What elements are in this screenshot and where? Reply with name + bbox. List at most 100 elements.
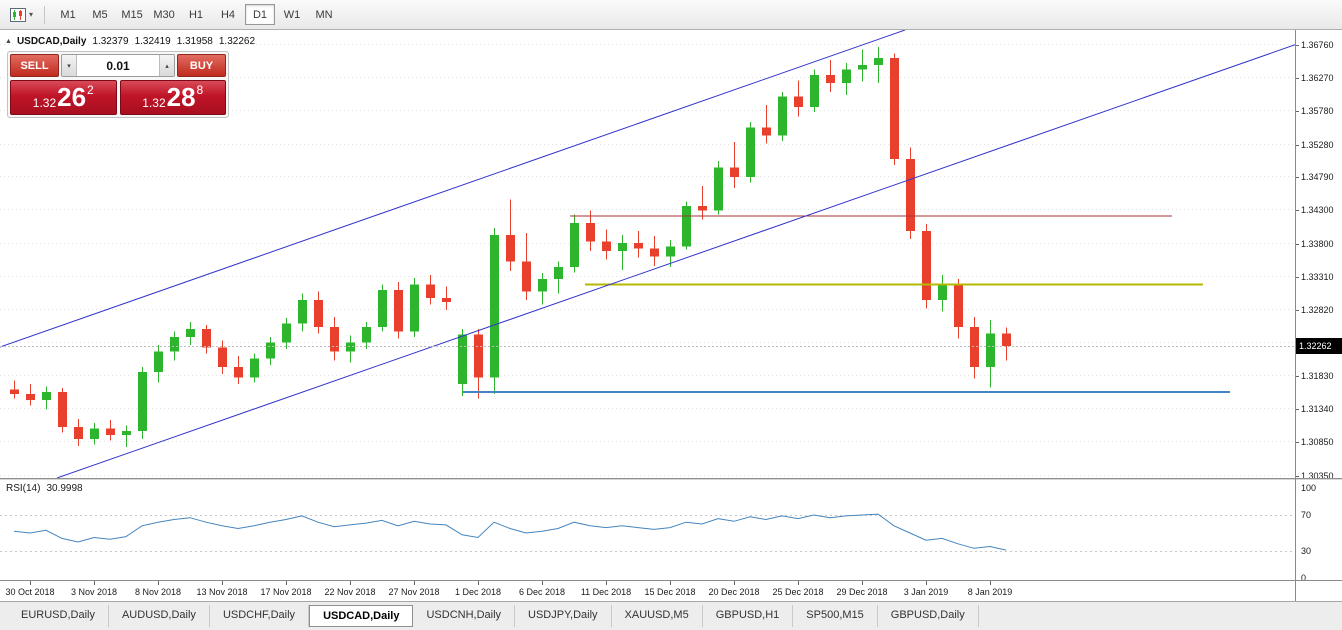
toolbar-separator: [44, 5, 46, 24]
time-axis[interactable]: 30 Oct 2018 3 Nov 2018 8 Nov 2018 13 Nov 20…: [0, 580, 1342, 601]
time-axis-label: 13 Nov 2018: [196, 587, 248, 597]
timeframe-button-h4[interactable]: H4: [213, 4, 243, 25]
time-axis-tick: [286, 581, 287, 585]
time-axis-tick: [862, 581, 863, 585]
time-axis-label: 30 Oct 2018: [5, 587, 55, 597]
buy-price-prefix: 1.32: [142, 96, 166, 110]
buy-price-button[interactable]: 1.32 28 8: [119, 80, 226, 115]
rsi-axis-label: 30: [1301, 546, 1312, 556]
price-axis-tick: [1295, 44, 1299, 46]
tab-xauusd-m5[interactable]: XAUUSD,M5: [612, 605, 703, 627]
time-axis-label: 25 Dec 2018: [772, 587, 824, 597]
time-axis-label: 27 Nov 2018: [388, 587, 440, 597]
tab-usdchf-daily[interactable]: USDCHF,Daily: [210, 605, 310, 627]
panel-splitter[interactable]: [0, 478, 1342, 480]
tab-eurusd-daily[interactable]: EURUSD,Daily: [8, 605, 109, 627]
timeframe-button-d1[interactable]: D1: [245, 4, 276, 25]
tab-usdcad-daily[interactable]: USDCAD,Daily: [309, 605, 414, 627]
rsi-name: RSI(14): [6, 483, 41, 494]
time-axis-tick: [350, 581, 351, 585]
time-axis-tick: [478, 581, 479, 585]
volume-increase-button[interactable]: ▴: [159, 55, 174, 76]
price-axis-tick: [1295, 408, 1299, 410]
rsi-canvas[interactable]: [0, 480, 1295, 580]
price-axis-label: 1.35780: [1301, 105, 1334, 116]
price-axis-tick: [1295, 77, 1299, 79]
time-axis-label: 15 Dec 2018: [644, 587, 696, 597]
price-axis-label: 1.35280: [1301, 139, 1334, 150]
time-axis-tick: [670, 581, 671, 585]
price-axis-tick: [1295, 243, 1299, 245]
tab-gbpusd-daily[interactable]: GBPUSD,Daily: [878, 605, 979, 627]
time-axis-tick: [734, 581, 735, 585]
buy-price-big: 28: [166, 82, 196, 112]
sell-price-button[interactable]: 1.32 26 2: [10, 80, 117, 115]
time-axis-tick: [798, 581, 799, 585]
time-axis-label: 11 Dec 2018: [580, 587, 632, 597]
buy-button[interactable]: BUY: [177, 54, 226, 77]
collapse-panel-icon[interactable]: ▲: [5, 38, 12, 45]
time-axis-label: 6 Dec 2018: [518, 587, 566, 597]
price-axis-label: 1.33800: [1301, 238, 1334, 249]
timeframe-button-group: M1 M5 M15 M30 H1 H4 D1 W1 MN: [52, 4, 340, 25]
price-axis-label: 1.31830: [1301, 370, 1334, 381]
time-axis-tick: [414, 581, 415, 585]
chart-objects[interactable]: [0, 30, 1295, 478]
dropdown-caret-icon: ▾: [29, 10, 34, 19]
timeframe-button-mn[interactable]: MN: [309, 4, 339, 25]
time-axis-tick: [94, 581, 95, 585]
tab-sp500-m15[interactable]: SP500,M15: [793, 605, 878, 627]
time-axis-label: 8 Jan 2019: [967, 587, 1013, 597]
timeframe-button-m30[interactable]: M30: [149, 4, 179, 25]
sell-button[interactable]: SELL: [10, 54, 59, 77]
sell-price-big: 26: [57, 82, 87, 112]
ohlc-high: 1.32419: [134, 36, 171, 47]
time-axis-tick: [222, 581, 223, 585]
price-axis-label: 1.36760: [1301, 39, 1334, 50]
time-axis-label: 22 Nov 2018: [324, 587, 376, 597]
channel-upper: [0, 30, 906, 348]
rsi-panel: RSI(14) 30.9998 100 70 30 0: [0, 480, 1342, 583]
price-axis-label: 1.31340: [1301, 403, 1334, 414]
timeframe-button-m5[interactable]: M5: [85, 4, 115, 25]
tab-usdjpy-daily[interactable]: USDJPY,Daily: [515, 605, 612, 627]
ohlc-close: 1.32262: [218, 36, 256, 47]
price-axis-tick: [1295, 176, 1299, 178]
rsi-indicator-label: RSI(14) 30.9998: [6, 483, 83, 494]
price-axis-tick: [1295, 441, 1299, 443]
volume-decrease-button[interactable]: ▾: [62, 55, 77, 76]
channel-lower: [56, 44, 1295, 478]
price-axis-label: 1.32820: [1301, 304, 1334, 315]
tab-audusd-daily[interactable]: AUDUSD,Daily: [109, 605, 210, 627]
price-axis-label: 1.36270: [1301, 72, 1334, 83]
timeframe-button-m15[interactable]: M15: [117, 4, 147, 25]
trade-prices-row: 1.32 26 2 1.32 28 8: [10, 80, 226, 115]
timeframe-button-m1[interactable]: M1: [53, 4, 83, 25]
candlestick-chart-icon: [10, 7, 26, 22]
rsi-value: 30.9998: [46, 483, 83, 494]
rsi-axis-label: 70: [1301, 510, 1312, 520]
volume-input[interactable]: [77, 55, 159, 76]
price-axis-tick: [1295, 475, 1299, 477]
time-axis-label: 8 Nov 2018: [134, 587, 182, 597]
chart-tabs-bar: EURUSD,Daily AUDUSD,Daily USDCHF,Daily USDC…: [0, 601, 1342, 630]
time-axis-label: 20 Dec 2018: [708, 587, 760, 597]
time-axis-tick: [30, 581, 31, 585]
price-axis-label: 1.30350: [1301, 470, 1334, 481]
price-axis-tick: [1295, 309, 1299, 311]
price-axis-tick: [1295, 276, 1299, 278]
buy-price-sup: 8: [196, 83, 204, 97]
time-axis-label: 1 Dec 2018: [454, 587, 502, 597]
time-axis-tick: [926, 581, 927, 585]
time-axis-label: 3 Nov 2018: [70, 587, 118, 597]
rsi-axis-label: 0: [1301, 573, 1307, 583]
timeframe-button-w1[interactable]: W1: [277, 4, 307, 25]
price-chart-panel: ▲ USDCAD,Daily 1.32379 1.32419 1.31958 1…: [0, 30, 1342, 481]
tab-usdcnh-daily[interactable]: USDCNH,Daily: [413, 605, 516, 627]
tab-gbpusd-h1[interactable]: GBPUSD,H1: [703, 605, 794, 627]
symbol-period-label: USDCAD,Daily: [16, 36, 87, 47]
candlestick-chart-canvas[interactable]: [0, 30, 1295, 478]
chart-type-dropdown[interactable]: ▾: [6, 6, 37, 24]
timeframe-button-h1[interactable]: H1: [181, 4, 211, 25]
